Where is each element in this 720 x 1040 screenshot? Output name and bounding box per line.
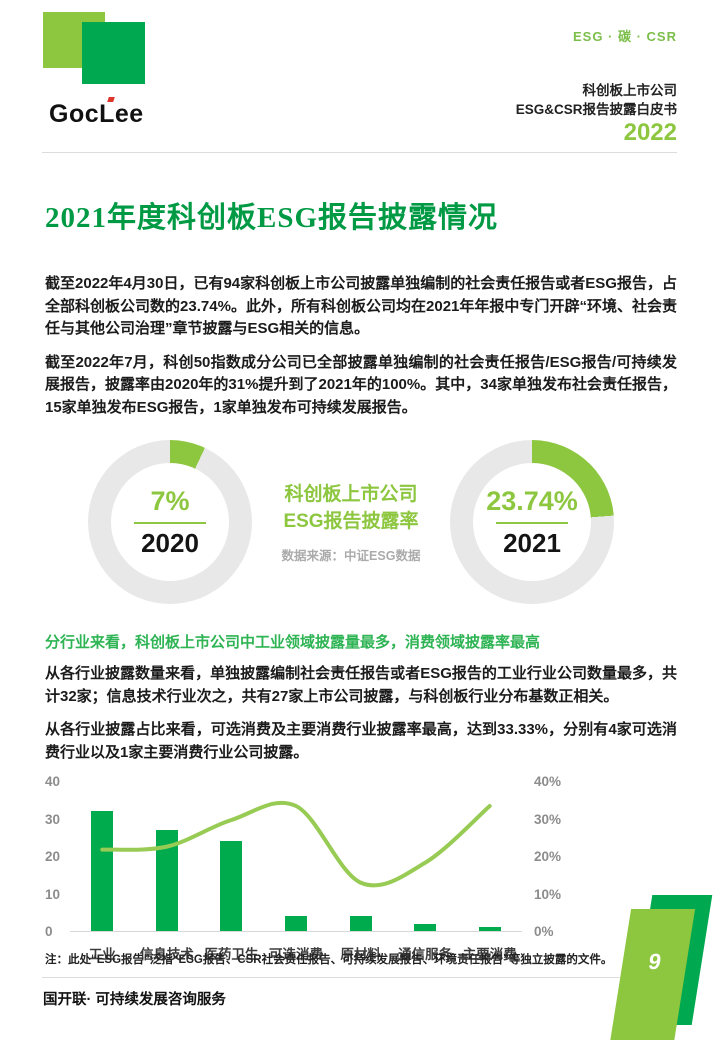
- donut-2021-center: 23.74% 2021: [473, 463, 591, 581]
- axis-tick-label: 20: [45, 849, 61, 864]
- x-axis-label-通信服务: 通信服务: [398, 947, 453, 962]
- bar-主要消费: [478, 927, 501, 931]
- bar-医药卫生: [220, 841, 243, 931]
- data-source-note: 数据来源：中证ESG数据: [281, 548, 421, 563]
- donut-caption-line1: 科创板上市公司: [284, 483, 418, 505]
- donut-caption-title: 科创板上市公司 ESG报告披露率: [252, 481, 450, 535]
- footer-text: 国开联· 可持续发展咨询服务: [43, 992, 226, 1008]
- axis-tick-label: 0%: [534, 924, 554, 939]
- bar-通信服务: [414, 923, 437, 931]
- industry-bar-line-chart: 0 10 20 30 40 0% 10% 20% 30% 40% 工业 信息技术 医药卫生 可选消费 原…: [45, 773, 645, 973]
- company-logo: GocL ee: [43, 12, 163, 129]
- page-content: 2021年度科创板ESG报告披露情况 截至2022年4月30日，已有94家科创板…: [45, 152, 677, 973]
- donut-center-caption: 科创板上市公司 ESG报告披露率 数据来源：中证ESG数据: [252, 481, 450, 564]
- report-year: 2022: [623, 119, 677, 146]
- header-divider: [42, 152, 677, 153]
- bar-工业: [91, 811, 114, 931]
- x-axis-label-原材料: 原材料: [340, 947, 381, 962]
- chart-plot-area: [70, 781, 522, 932]
- x-axis-label-主要消费: 主要消费: [462, 947, 517, 962]
- paragraph-3: 从各行业披露数量来看，单独披露编制社会责任报告或者ESG报告的工业行业公司数量最…: [45, 665, 677, 705]
- donut-chart-2020: 7% 2020: [88, 440, 252, 604]
- paragraph-2: 截至2022年7月，科创50指数成分公司已全部披露单独编制的社会责任报告/ESG…: [45, 353, 677, 416]
- x-axis-label-可选消费: 可选消费: [269, 947, 324, 962]
- donut-2021-year: 2021: [503, 528, 561, 558]
- page-title: 2021年度科创板ESG报告披露情况: [45, 202, 499, 234]
- x-axis-labels: 工业 信息技术 医药卫生 可选消费 原材料 通信服务 主要消费: [70, 943, 522, 963]
- donut-2020-center: 7% 2020: [111, 463, 229, 581]
- axis-tick-label: 20%: [534, 849, 562, 864]
- donut-2020-year: 2020: [141, 528, 199, 558]
- header-tagline: ESG · 碳 · CSR: [572, 29, 677, 44]
- x-axis-label-医药卫生: 医药卫生: [204, 947, 259, 962]
- report-title: 科创板上市公司 ESG&CSR报告披露白皮书: [516, 81, 677, 119]
- logo-text-part2: L: [99, 97, 115, 128]
- report-title-line2: ESG&CSR报告披露白皮书: [515, 102, 677, 117]
- logo-text-part1: Goc: [49, 100, 100, 128]
- donut-caption-line2: ESG报告披露率: [283, 510, 419, 532]
- section-subtitle: 分行业来看，科创板上市公司中工业领域披露量最多，消费领域披露率最高: [45, 634, 541, 651]
- header-right: ESG · 碳 · CSR 科创板上市公司 ESG&CSR报告披露白皮书 202…: [516, 26, 677, 146]
- donut-2021-underline: [496, 522, 568, 524]
- x-axis-label-工业: 工业: [88, 947, 116, 962]
- axis-tick-label: 30%: [534, 811, 562, 827]
- disclosure-rate-line: [100, 800, 492, 888]
- axis-tick-label: 10: [45, 886, 61, 902]
- axis-tick-label: 30: [45, 811, 61, 827]
- axis-tick-label: 40: [45, 774, 61, 789]
- donut-2020-value: 7%: [150, 486, 190, 516]
- donut-chart-section: 7% 2020 科创板上市公司 ESG报告披露率 数据来源：中证ESG数据 23…: [45, 440, 677, 604]
- right-axis-ticks: 0% 10% 20% 30% 40%: [534, 774, 584, 939]
- page-number: 9: [646, 949, 663, 974]
- logo-text: GocL ee: [49, 97, 144, 129]
- bar-信息技术: [155, 829, 178, 931]
- x-axis-label-信息技术: 信息技术: [139, 947, 194, 962]
- footnote: 注：此处“ESG报告”泛指“ESG报告、CSR社会责任报告、可持续发展报告、环境…: [45, 954, 613, 966]
- logo-text-part3: ee: [114, 100, 144, 128]
- axis-tick-label: 40%: [534, 774, 562, 789]
- footer-divider: [42, 977, 620, 978]
- donut-2020-underline: [134, 522, 206, 524]
- left-axis-ticks: 0 10 20 30 40: [45, 774, 75, 939]
- paragraph-4: 从各行业披露占比来看，可选消费及主要消费行业披露率最高，达到33.33%，分别有…: [45, 721, 677, 761]
- paragraph-1: 截至2022年4月30日，已有94家科创板上市公司披露单独编制的社会责任报告或者…: [45, 275, 677, 337]
- donut-2021-value: 23.74%: [486, 486, 578, 516]
- report-title-line1: 科创板上市公司: [582, 83, 678, 98]
- bar-原材料: [349, 916, 372, 931]
- donut-chart-2021: 23.74% 2021: [450, 440, 614, 604]
- axis-tick-label: 0: [45, 924, 53, 939]
- bar-可选消费: [285, 916, 307, 931]
- axis-tick-label: 10%: [534, 886, 562, 902]
- logo-dark-square-icon: [82, 22, 145, 84]
